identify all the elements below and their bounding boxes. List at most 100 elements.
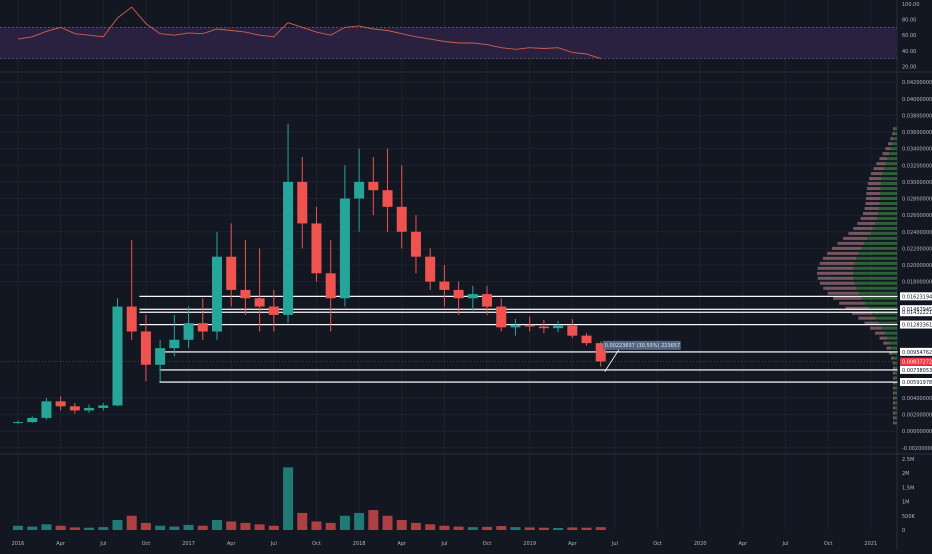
- volume-bar: [525, 527, 535, 530]
- volume-profile-bar-up: [895, 362, 897, 365]
- candle-body: [13, 422, 23, 423]
- volume-profile-bar-down: [873, 167, 884, 170]
- candle-body: [340, 199, 350, 299]
- candle-body: [411, 232, 421, 257]
- volume-profile-bar-down: [893, 372, 895, 375]
- volume-profile-bar-up: [892, 142, 897, 145]
- volume-profile-bar-down: [817, 272, 853, 275]
- volume-profile-bar-up: [885, 332, 897, 335]
- candle-body: [240, 290, 250, 298]
- volume-profile-bar-up: [873, 227, 897, 230]
- candle-body: [525, 325, 535, 327]
- volume-bar: [496, 526, 506, 530]
- candle-body: [368, 182, 378, 190]
- volume-profile-bar-down: [820, 282, 855, 285]
- volume-profile-bar-down: [893, 416, 895, 419]
- volume-bar: [226, 521, 236, 530]
- price-tick-label: 0.02400000: [902, 230, 932, 236]
- volume-tick-label: 2.5M: [902, 457, 914, 463]
- volume-profile-bar-up: [853, 277, 897, 280]
- volume-profile-bar-down: [893, 411, 895, 414]
- volume-profile-bar-down: [827, 252, 858, 255]
- volume-profile-bar-down: [863, 212, 878, 215]
- volume-bar: [510, 527, 520, 530]
- volume-profile-bar-up: [876, 317, 897, 320]
- candle-body: [496, 307, 506, 328]
- volume-profile-bar-down: [833, 297, 862, 300]
- rsi-tick-label: 60.00: [902, 33, 916, 39]
- volume-profile-bar-down: [893, 421, 895, 424]
- volume-bar: [425, 524, 435, 530]
- volume-profile-bar-up: [880, 187, 897, 190]
- volume-profile-bar-up: [889, 152, 897, 155]
- time-axis-label: Apr: [568, 541, 578, 547]
- volume-bar: [383, 516, 393, 530]
- candle-body: [56, 401, 66, 406]
- volume-profile-bar-up: [867, 237, 897, 240]
- volume-profile-bar-up: [891, 147, 897, 150]
- price-tick-label: 0.02600000: [902, 213, 932, 219]
- volume-profile-bar-down: [858, 317, 875, 320]
- horizontal-levels[interactable]: [0, 292, 932, 386]
- volume-tick-label: 1M: [902, 500, 910, 506]
- volume-profile-bar-down: [866, 197, 880, 200]
- volume-bar: [553, 528, 563, 530]
- volume-bar: [368, 510, 378, 530]
- volume-profile-bar-up: [882, 177, 897, 180]
- volume-profile-bar-up: [889, 342, 897, 345]
- rsi-tick-label: 20.00: [902, 64, 916, 70]
- volume-profile-bar-down: [838, 242, 865, 245]
- level-label: 0.01283361: [902, 323, 932, 329]
- time-axis-label: Jul: [99, 541, 106, 547]
- candle-body: [127, 307, 137, 332]
- volume-bar: [311, 521, 321, 530]
- price-tick-label: 0.03800000: [902, 113, 932, 119]
- volume-profile-bar-up: [895, 411, 897, 414]
- rsi-band: [0, 27, 897, 58]
- volume-profile-bar-up: [865, 302, 897, 305]
- volume-profile-bar-up: [881, 182, 897, 185]
- time-axis-label: 2020: [694, 541, 707, 547]
- candle-body: [510, 325, 520, 327]
- volume-bar: [155, 526, 165, 530]
- volume-profile-bar-up: [877, 217, 897, 220]
- volume-profile-bar-up: [880, 202, 897, 205]
- price-tick-label: 0.04200000: [902, 80, 932, 86]
- volume-bar: [454, 527, 464, 530]
- volume-profile-bar-up: [887, 337, 897, 340]
- volume-profile-bar-up: [886, 162, 897, 165]
- volume-profile-bar-down: [893, 396, 895, 399]
- volume-bar: [56, 526, 66, 530]
- candle-body: [141, 331, 151, 364]
- candle-body: [553, 326, 563, 328]
- volume-tick-label: 500K: [902, 514, 916, 520]
- volume-bar: [411, 523, 421, 530]
- time-axis-label: Apr: [739, 541, 749, 547]
- volume-profile-bar-up: [891, 347, 897, 350]
- volume-bar: [567, 527, 577, 530]
- volume-profile-bar-up: [894, 357, 897, 360]
- volume-bar: [84, 528, 94, 530]
- price-tick-label: -0.00200000: [902, 446, 932, 452]
- volume-bar: [141, 523, 151, 530]
- candle-body: [567, 326, 577, 336]
- price-tick-label: 0.00200000: [902, 413, 932, 419]
- candle-body: [397, 207, 407, 232]
- volume-bar: [70, 527, 80, 530]
- time-axis-label: Apr: [56, 541, 66, 547]
- candle-body: [184, 323, 194, 340]
- candle-body: [226, 257, 236, 290]
- volume-profile-bar-down: [823, 257, 856, 260]
- volume-profile-bar-down: [892, 132, 894, 135]
- volume-profile-bar-up: [859, 252, 897, 255]
- time-axis-label: 2016: [12, 541, 25, 547]
- volume-profile-bar-up: [856, 257, 897, 260]
- candle-body: [41, 401, 51, 418]
- volume-profile: [817, 127, 897, 424]
- volume-profile-bar-up: [880, 192, 897, 195]
- volume-profile-bar-up: [856, 287, 897, 290]
- volume-profile-bar-up: [853, 272, 897, 275]
- level-label: 0.00954762: [902, 350, 932, 356]
